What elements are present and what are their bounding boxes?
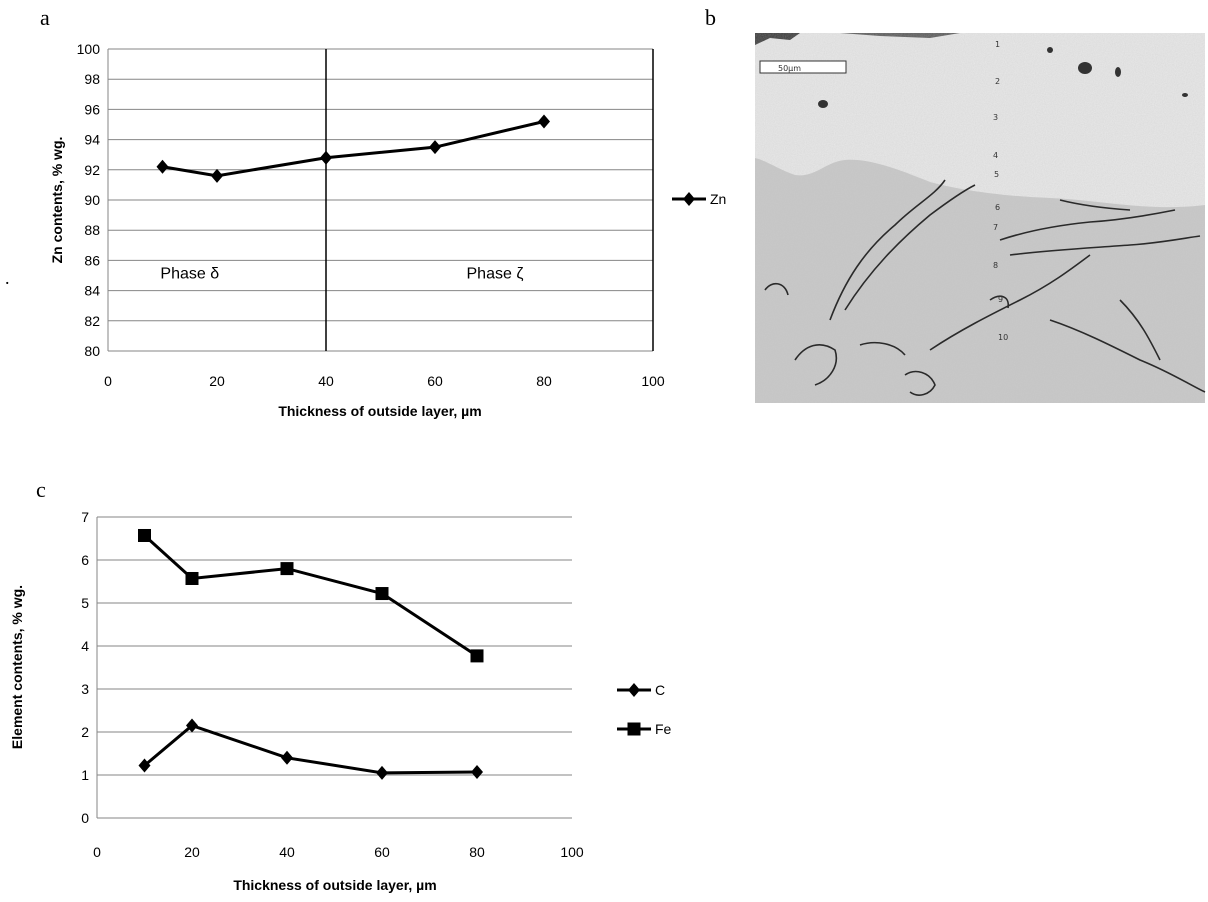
series-line-zn [162, 120, 545, 178]
x-tick-label: 100 [641, 373, 665, 389]
micrograph-pores [818, 47, 1188, 108]
chart-a-y-axis-title: Zn contents, % wg. [49, 137, 65, 264]
panel-label-b: b [705, 5, 716, 30]
pore [1182, 93, 1188, 97]
y-tick-label: 1 [81, 767, 89, 783]
micrograph-point-label: 9 [998, 295, 1003, 304]
scale-bar [759, 60, 847, 74]
y-tick-label: 82 [84, 313, 100, 329]
sem-micrograph: 50µm 1 2 3 4 5 6 7 8 9 10 [755, 33, 1206, 403]
scale-bar-label: 50µm [778, 64, 801, 73]
x-tick-label: 80 [536, 373, 552, 389]
x-tick-label: 40 [279, 844, 295, 860]
legend-label-fe: Fe [655, 721, 672, 737]
x-tick-label: 0 [104, 373, 112, 389]
y-tick-label: 4 [81, 638, 89, 654]
y-tick-label: 5 [81, 595, 89, 611]
pore [818, 100, 828, 108]
data-point-fe [470, 649, 484, 663]
data-point-c [376, 765, 388, 780]
y-tick-label: 84 [84, 283, 100, 299]
legend-label-c: C [655, 682, 665, 698]
micrograph-grain-texture [755, 33, 1205, 403]
chart-c-y-axis-title: Element contents, % wg. [9, 585, 25, 749]
x-tick-label: 100 [560, 844, 584, 860]
x-tick-label: 0 [93, 844, 101, 860]
y-tick-label: 98 [84, 71, 100, 87]
data-point-c [281, 750, 293, 765]
y-tick-label: 80 [84, 343, 100, 359]
data-point-zn [211, 168, 223, 183]
pore [1115, 67, 1121, 77]
chart-c-x-axis-title: Thickness of outside layer, µm [233, 877, 436, 893]
chart-a: 80 82 84 86 88 90 92 94 96 98 100 0 20 40 60 80 100 Phase… [77, 41, 727, 389]
data-point-zn [538, 114, 550, 129]
data-point-fe [138, 528, 151, 542]
y-tick-label: 2 [81, 724, 89, 740]
data-point-c [138, 758, 151, 773]
y-tick-label: 7 [81, 509, 89, 525]
x-tick-label: 80 [469, 844, 485, 860]
series-line-fe [143, 534, 478, 658]
data-point-zn [429, 140, 441, 155]
micrograph-point-label: 6 [995, 203, 1000, 212]
pore [1047, 47, 1053, 53]
y-tick-label: 92 [84, 162, 100, 178]
legend-marker-fe [627, 722, 641, 736]
phase-annotation: Phase δ [160, 266, 219, 283]
stray-dot: . [5, 268, 10, 288]
phase-annotation: Phase ζ [467, 266, 524, 283]
data-point-zn [156, 159, 169, 174]
y-tick-label: 3 [81, 681, 89, 697]
data-point-c [186, 718, 198, 733]
chart-a-x-axis-title: Thickness of outside layer, µm [278, 403, 481, 419]
micrograph-point-label: 1 [995, 40, 1000, 49]
micrograph-point-label: 10 [998, 333, 1008, 342]
micrograph-point-label: 3 [993, 113, 998, 122]
micrograph-point-label: 4 [993, 151, 998, 160]
y-tick-label: 0 [81, 810, 89, 826]
micrograph-point-labels: 1 2 3 4 5 6 7 8 9 10 [993, 40, 1008, 342]
y-tick-label: 6 [81, 552, 89, 568]
micrograph-point-label: 2 [995, 77, 1000, 86]
x-tick-label: 40 [318, 373, 334, 389]
y-tick-label: 86 [84, 252, 100, 268]
data-point-fe [280, 562, 294, 576]
y-tick-label: 100 [77, 41, 101, 57]
legend-marker-zn [683, 192, 695, 206]
x-tick-label: 60 [427, 373, 443, 389]
legend-label-zn: Zn [710, 191, 726, 207]
series-line-c [143, 723, 478, 775]
x-tick-label: 20 [209, 373, 225, 389]
y-tick-label: 96 [84, 101, 100, 117]
chart-c: 0 1 2 3 4 5 6 7 0 20 40 60 80 100 C Fe [81, 509, 671, 860]
data-point-fe [185, 571, 199, 585]
panel-label-c: c [36, 477, 46, 502]
pore [1078, 62, 1092, 74]
micrograph-point-label: 5 [994, 170, 999, 179]
y-tick-label: 94 [84, 132, 100, 148]
panel-label-a: a [40, 5, 50, 30]
x-tick-label: 20 [184, 844, 200, 860]
data-point-zn [320, 150, 332, 165]
y-tick-label: 88 [84, 222, 100, 238]
x-tick-label: 60 [374, 844, 390, 860]
y-tick-label: 90 [84, 192, 100, 208]
micrograph-crack-network [764, 179, 1206, 396]
data-point-c [471, 764, 483, 779]
legend-marker-c [628, 683, 640, 697]
data-point-fe [375, 587, 389, 601]
micrograph-point-label: 7 [993, 223, 998, 232]
micrograph-point-label: 8 [993, 261, 998, 270]
